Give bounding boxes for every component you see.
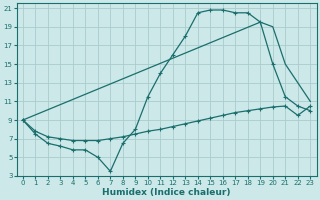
X-axis label: Humidex (Indice chaleur): Humidex (Indice chaleur) bbox=[102, 188, 231, 197]
